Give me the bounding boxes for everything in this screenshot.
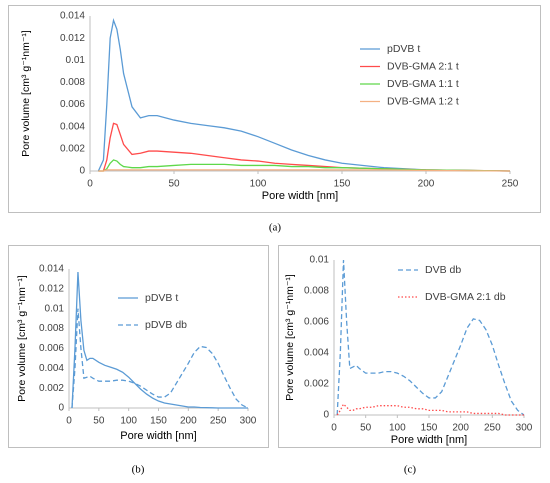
x-tick-label: 0	[331, 423, 337, 434]
x-tick-label: 300	[516, 423, 533, 434]
x-tick-label: 50	[93, 416, 105, 427]
legend-label: pDVB t	[145, 292, 178, 304]
y-tick-label: 0.002	[60, 143, 85, 154]
y-tick-label: 0	[79, 166, 85, 177]
y-tick-label: 0.008	[60, 77, 85, 88]
series-line	[98, 169, 511, 172]
y-tick-label: 0.01	[310, 255, 330, 266]
legend-label: DVB-GMA 1:1 t	[387, 78, 459, 90]
y-tick-label: 0.01	[45, 303, 65, 314]
y-axis-label: Pore volume [cm³ g⁻¹nm⁻¹]	[16, 275, 28, 402]
series-line	[98, 159, 511, 172]
x-axis-label: Pore width [nm]	[262, 190, 338, 202]
y-tick-label: 0	[58, 403, 64, 414]
x-axis-label: Pore width [nm]	[120, 430, 196, 442]
x-tick-label: 150	[334, 179, 351, 190]
panel-frame	[278, 245, 541, 448]
series-line	[336, 403, 524, 416]
x-tick-label: 100	[250, 179, 267, 190]
x-tick-label: 0	[66, 416, 72, 427]
x-tick-label: 250	[210, 416, 227, 427]
y-tick-label: 0.004	[39, 363, 64, 374]
x-tick-label: 0	[87, 179, 93, 190]
series-line	[71, 308, 249, 409]
legend-label: DVB-GMA 1:2 t	[387, 95, 459, 107]
y-tick-label: 0.01	[66, 55, 86, 66]
x-tick-label: 200	[418, 179, 435, 190]
panel-frame	[8, 245, 269, 448]
y-tick-label: 0.012	[60, 33, 85, 44]
y-tick-label: 0.006	[60, 99, 85, 110]
x-tick-label: 200	[452, 423, 469, 434]
legend-label: DVB-GMA 2:1 db	[425, 291, 506, 303]
y-tick-label: 0.014	[60, 11, 85, 22]
y-tick-label: 0.008	[39, 323, 64, 334]
y-tick-label: 0.004	[60, 121, 85, 132]
x-tick-label: 100	[120, 416, 137, 427]
x-tick-label: 150	[150, 416, 167, 427]
y-tick-label: 0.006	[39, 343, 64, 354]
y-tick-label: 0.002	[304, 379, 329, 390]
x-tick-label: 300	[240, 416, 257, 427]
x-tick-label: 50	[360, 423, 372, 434]
x-axis-label: Pore width [nm]	[391, 434, 467, 446]
caption: (b)	[132, 464, 145, 476]
series-line	[336, 259, 525, 416]
x-tick-label: 250	[502, 179, 519, 190]
panel-frame	[8, 5, 541, 213]
y-axis-label: Pore volume [cm³ g⁻¹nm⁻¹]	[284, 274, 296, 401]
legend-label: DVB db	[425, 264, 461, 276]
y-axis-label: Pore volume [cm³ g⁻¹nm⁻¹]	[20, 30, 32, 157]
x-tick-label: 50	[168, 179, 180, 190]
y-tick-label: 0.012	[39, 283, 64, 294]
caption: (c)	[404, 464, 417, 476]
caption: (a)	[269, 222, 282, 234]
y-tick-label: 0.004	[304, 348, 329, 359]
legend-label: pDVB db	[145, 319, 187, 331]
x-tick-label: 200	[180, 416, 197, 427]
series-line	[97, 18, 511, 172]
y-tick-label: 0.006	[304, 317, 329, 328]
x-tick-label: 250	[484, 423, 501, 434]
x-tick-label: 150	[421, 423, 438, 434]
x-tick-label: 100	[389, 423, 406, 434]
y-tick-label: 0.014	[39, 264, 64, 275]
y-tick-label: 0	[323, 410, 329, 421]
legend-label: DVB-GMA 2:1 t	[387, 60, 459, 72]
series-line	[71, 271, 248, 409]
legend-label: pDVB t	[387, 43, 420, 55]
y-tick-label: 0.008	[304, 286, 329, 297]
y-tick-label: 0.002	[39, 383, 64, 394]
